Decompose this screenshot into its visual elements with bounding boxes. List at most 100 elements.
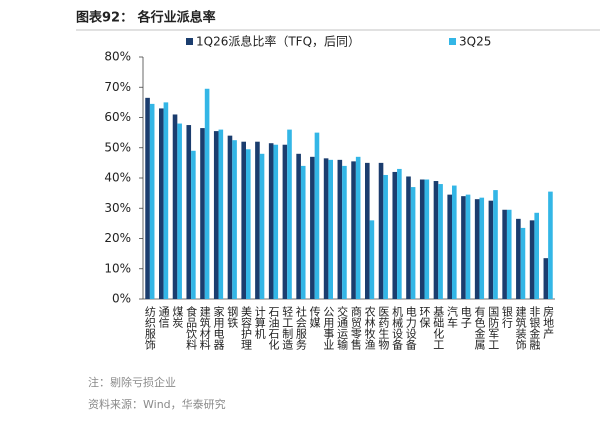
note: 注：剔除亏损企业 <box>88 375 176 389</box>
bar <box>452 185 457 299</box>
bar <box>520 227 526 299</box>
x-tick-label: 计算机 <box>253 306 266 339</box>
bar <box>355 156 361 299</box>
x-tick-label: 煤炭 <box>171 306 184 329</box>
bar <box>232 140 237 299</box>
legend-label: 3Q25 <box>459 35 491 49</box>
x-tick-label: 非银金融 <box>528 306 541 351</box>
x-tick-label: 电子 <box>459 306 472 328</box>
bar <box>273 144 279 299</box>
x-tick-label: 轻工制造 <box>281 305 294 350</box>
bar <box>310 156 315 299</box>
bar <box>259 153 265 299</box>
bar <box>204 88 210 299</box>
bar <box>447 194 452 299</box>
bar <box>392 171 398 299</box>
bar <box>337 159 343 299</box>
x-tick-label: 银行 <box>500 305 513 329</box>
legend-label: 1Q26派息比率（TFQ，后同） <box>196 34 360 49</box>
x-tick-label: 国防军工 <box>487 306 500 350</box>
bar <box>268 143 274 299</box>
bar <box>406 176 411 299</box>
x-tick-label: 钢铁 <box>226 306 239 328</box>
x-tick-label: 机械设备 <box>391 305 404 351</box>
bar <box>502 209 507 299</box>
x-tick-label: 美容护理 <box>240 306 253 350</box>
x-tick-label: 传媒 <box>308 306 321 329</box>
x-tick-label: 基础化工 <box>432 306 445 350</box>
bar <box>218 129 224 299</box>
note: 资料来源：Wind，华泰研究 <box>88 397 226 411</box>
bar <box>378 162 384 299</box>
x-tick-label: 公用事业 <box>322 306 335 350</box>
bar <box>342 165 347 299</box>
bar <box>474 199 480 299</box>
bar <box>159 108 164 299</box>
bar <box>351 161 356 299</box>
bar <box>383 174 388 299</box>
bar <box>200 128 205 299</box>
bar <box>534 212 539 299</box>
bar <box>433 181 439 299</box>
bar <box>227 135 233 299</box>
x-tick-label: 汽车 <box>446 305 459 329</box>
bar <box>191 150 196 299</box>
bar <box>488 200 494 299</box>
legend-swatch <box>449 38 456 45</box>
bar <box>424 179 430 299</box>
bar <box>177 123 182 299</box>
bar <box>506 209 512 299</box>
x-tick-label: 医药生物 <box>377 306 390 350</box>
bar <box>149 103 155 299</box>
bar <box>461 196 466 299</box>
y-tick-label: 40% <box>104 171 131 185</box>
bar <box>255 141 260 299</box>
x-tick-label: 建筑装饰 <box>514 305 527 350</box>
bar <box>323 158 329 299</box>
x-tick-label: 家用电器 <box>212 305 225 351</box>
bar <box>172 114 178 299</box>
bar <box>282 144 288 299</box>
bar <box>410 187 416 299</box>
bar <box>369 220 375 299</box>
x-tick-label: 商贸零售 <box>349 305 362 351</box>
bar <box>213 131 219 299</box>
y-tick-label: 10% <box>104 261 131 275</box>
bar <box>314 132 320 299</box>
y-tick-label: 20% <box>104 231 131 245</box>
x-tick-label: 交通运输 <box>336 305 349 351</box>
x-tick-label: 纺织服饰 <box>143 305 156 350</box>
y-tick-label: 60% <box>104 110 131 124</box>
x-tick-label: 有色金属 <box>473 305 486 351</box>
x-tick-label: 房地产 <box>542 306 555 340</box>
x-tick-label: 电力设备 <box>404 306 417 351</box>
y-tick-label: 30% <box>104 201 131 215</box>
x-tick-label: 食品饮料 <box>185 305 198 351</box>
bar <box>493 190 498 299</box>
bar <box>465 194 471 299</box>
bar <box>163 102 169 299</box>
bar <box>241 141 246 299</box>
bar <box>328 159 333 299</box>
chart-title: 图表92： 各行业派息率 <box>76 10 216 26</box>
x-tick-label: 通信 <box>157 306 170 329</box>
legend-swatch <box>186 38 193 45</box>
bar <box>186 125 192 299</box>
x-tick-label: 农林牧渔 <box>363 305 376 351</box>
x-tick-label: 社会服务 <box>294 305 307 350</box>
y-tick-label: 50% <box>104 140 131 154</box>
bar <box>246 149 251 299</box>
bar <box>548 191 553 299</box>
y-tick-label: 80% <box>104 50 131 64</box>
y-tick-label: 0% <box>112 292 131 306</box>
bar <box>287 129 292 299</box>
x-tick-label: 环保 <box>418 306 431 329</box>
y-tick-label: 70% <box>104 80 131 94</box>
x-tick-label: 石油石化 <box>267 306 280 351</box>
bar <box>479 197 485 299</box>
bar <box>419 179 425 299</box>
bar <box>397 168 402 299</box>
bar <box>296 153 301 299</box>
bar <box>516 218 521 299</box>
